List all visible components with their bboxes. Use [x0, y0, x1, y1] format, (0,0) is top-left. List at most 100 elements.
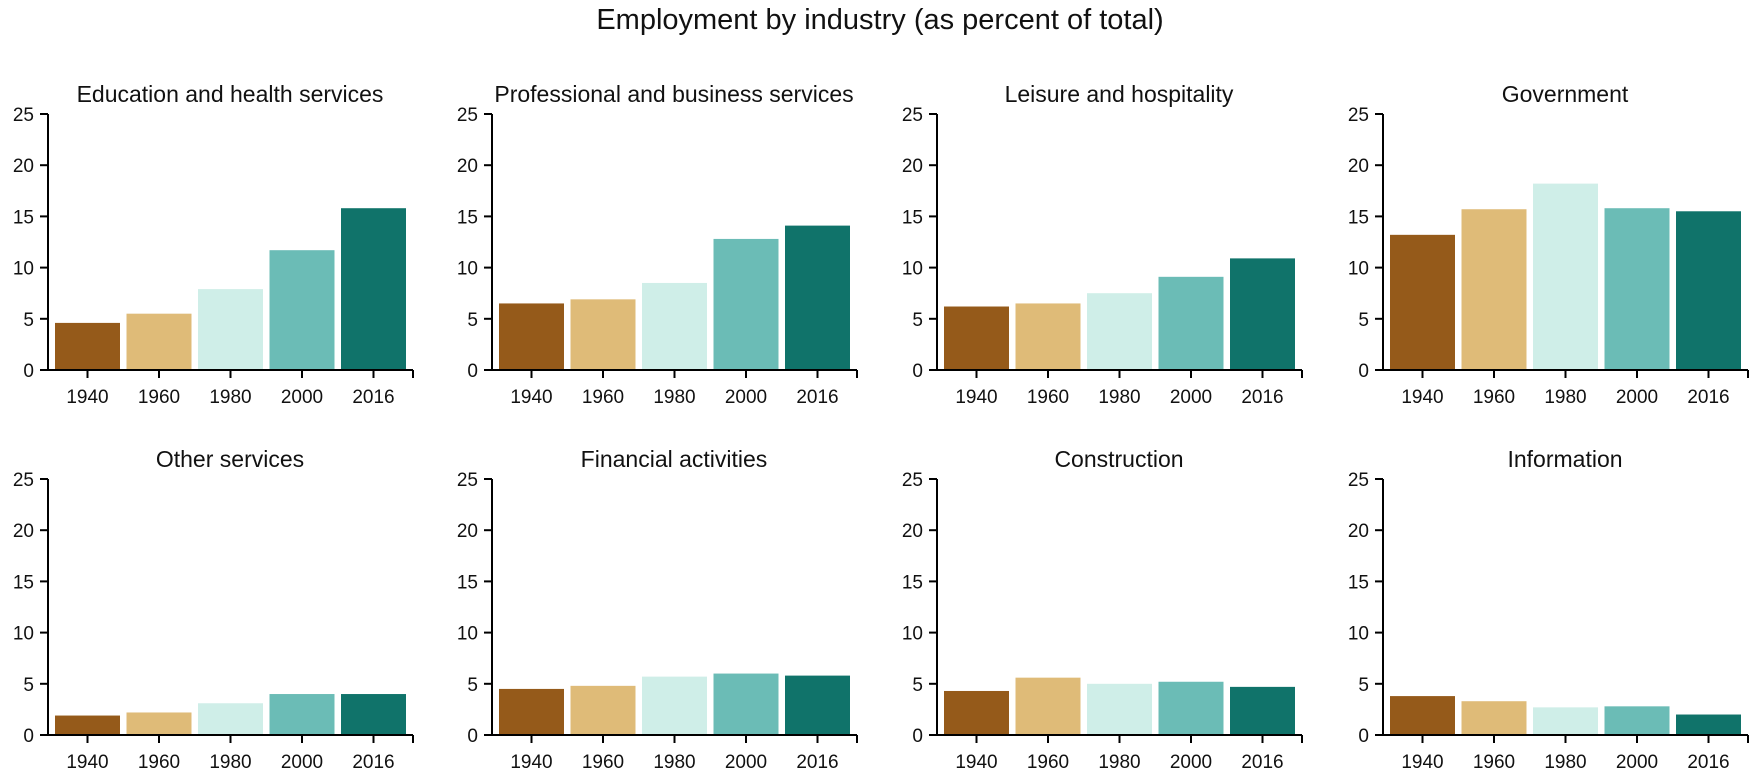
y-tick-label: 15	[457, 207, 478, 228]
x-tick-label: 1940	[1401, 752, 1443, 773]
y-tick-label: 10	[457, 259, 478, 280]
x-tick-label: 1960	[582, 752, 624, 773]
bar-2016	[1230, 686, 1295, 735]
y-tick-label: 5	[912, 675, 923, 696]
x-tick-label: 1960	[582, 387, 624, 408]
y-tick-label: 5	[467, 675, 478, 696]
y-tick-label: 15	[13, 207, 34, 228]
x-tick-label: 1940	[66, 387, 108, 408]
y-tick-label: 10	[1348, 259, 1369, 280]
x-tick-label: 2000	[1616, 752, 1658, 773]
x-tick-label: 1980	[209, 752, 251, 773]
y-tick-label: 20	[1348, 521, 1369, 542]
bar-1940	[944, 306, 1009, 370]
x-tick-label: 2016	[1687, 752, 1729, 773]
bar-1940	[1390, 234, 1455, 370]
x-tick-label: 1940	[955, 752, 997, 773]
y-tick-label: 15	[902, 207, 923, 228]
y-tick-label: 5	[912, 310, 923, 331]
bar-1940	[55, 715, 120, 735]
bar-2000	[269, 694, 335, 735]
bar-2000	[1604, 706, 1670, 735]
y-tick-label: 25	[1348, 105, 1369, 126]
panel-title: Information	[1507, 446, 1622, 472]
y-tick-label: 20	[902, 521, 923, 542]
x-tick-label: 1960	[138, 387, 180, 408]
bar-1940	[499, 688, 564, 735]
panel-title: Education and health services	[77, 81, 384, 107]
y-tick-label: 25	[13, 470, 34, 491]
x-tick-label: 2016	[1241, 752, 1283, 773]
y-tick-label: 15	[1348, 207, 1369, 228]
bar-1960	[126, 313, 192, 370]
bar-2000	[1158, 681, 1224, 735]
y-tick-label: 0	[912, 726, 923, 747]
bar-1960	[126, 712, 192, 735]
y-tick-label: 25	[902, 105, 923, 126]
x-tick-label: 1980	[1544, 752, 1586, 773]
bar-2000	[713, 238, 779, 370]
y-tick-label: 20	[457, 156, 478, 177]
y-tick-label: 15	[13, 572, 34, 593]
y-tick-label: 0	[1358, 361, 1369, 382]
y-tick-label: 10	[13, 624, 34, 645]
x-tick-label: 2016	[796, 752, 838, 773]
bar-1980	[642, 676, 707, 735]
x-tick-label: 2000	[725, 752, 767, 773]
panel-title: Leisure and hospitality	[1005, 81, 1234, 107]
y-tick-label: 15	[902, 572, 923, 593]
x-tick-label: 1980	[653, 752, 695, 773]
x-tick-label: 2000	[281, 387, 323, 408]
y-tick-label: 0	[1358, 726, 1369, 747]
figure-title: Employment by industry (as percent of to…	[596, 4, 1164, 36]
y-tick-label: 25	[457, 105, 478, 126]
bar-2016	[341, 208, 406, 370]
bar-1960	[1015, 677, 1081, 735]
x-tick-label: 1960	[1473, 387, 1515, 408]
x-tick-label: 1960	[1473, 752, 1515, 773]
y-tick-label: 25	[457, 470, 478, 491]
y-tick-label: 5	[1358, 675, 1369, 696]
bar-2016	[1676, 211, 1741, 370]
x-tick-label: 1940	[510, 387, 552, 408]
x-tick-label: 2000	[281, 752, 323, 773]
bar-1960	[1461, 701, 1527, 735]
bar-2000	[1604, 208, 1670, 370]
x-tick-label: 1980	[1544, 387, 1586, 408]
x-tick-label: 1960	[1027, 752, 1069, 773]
y-tick-label: 25	[13, 105, 34, 126]
x-tick-label: 2016	[352, 387, 394, 408]
x-tick-label: 2016	[1687, 387, 1729, 408]
y-tick-label: 0	[467, 361, 478, 382]
bar-1960	[570, 299, 636, 370]
bar-2000	[713, 673, 779, 735]
x-tick-label: 1940	[510, 752, 552, 773]
y-tick-label: 20	[457, 521, 478, 542]
x-tick-label: 1940	[955, 387, 997, 408]
x-tick-label: 2016	[1241, 387, 1283, 408]
panel-title: Other services	[156, 446, 304, 472]
y-tick-label: 5	[1358, 310, 1369, 331]
x-tick-label: 2016	[796, 387, 838, 408]
panel-title: Financial activities	[581, 446, 768, 472]
bar-1960	[1015, 303, 1081, 370]
x-tick-label: 2000	[1170, 387, 1212, 408]
y-tick-label: 0	[23, 361, 34, 382]
panel-title: Government	[1502, 81, 1629, 107]
bar-1960	[1461, 209, 1527, 370]
bar-2000	[1158, 276, 1224, 370]
y-tick-label: 10	[13, 259, 34, 280]
bar-2016	[341, 694, 406, 735]
bar-2016	[1676, 714, 1741, 735]
bar-1940	[944, 690, 1009, 735]
y-tick-label: 25	[902, 470, 923, 491]
x-tick-label: 1960	[138, 752, 180, 773]
y-tick-label: 20	[13, 156, 34, 177]
bar-2000	[269, 250, 335, 370]
y-tick-label: 15	[457, 572, 478, 593]
y-tick-label: 20	[1348, 156, 1369, 177]
bar-1980	[198, 289, 263, 370]
bar-1940	[1390, 696, 1455, 735]
bar-1980	[1087, 683, 1152, 735]
y-tick-label: 0	[23, 726, 34, 747]
